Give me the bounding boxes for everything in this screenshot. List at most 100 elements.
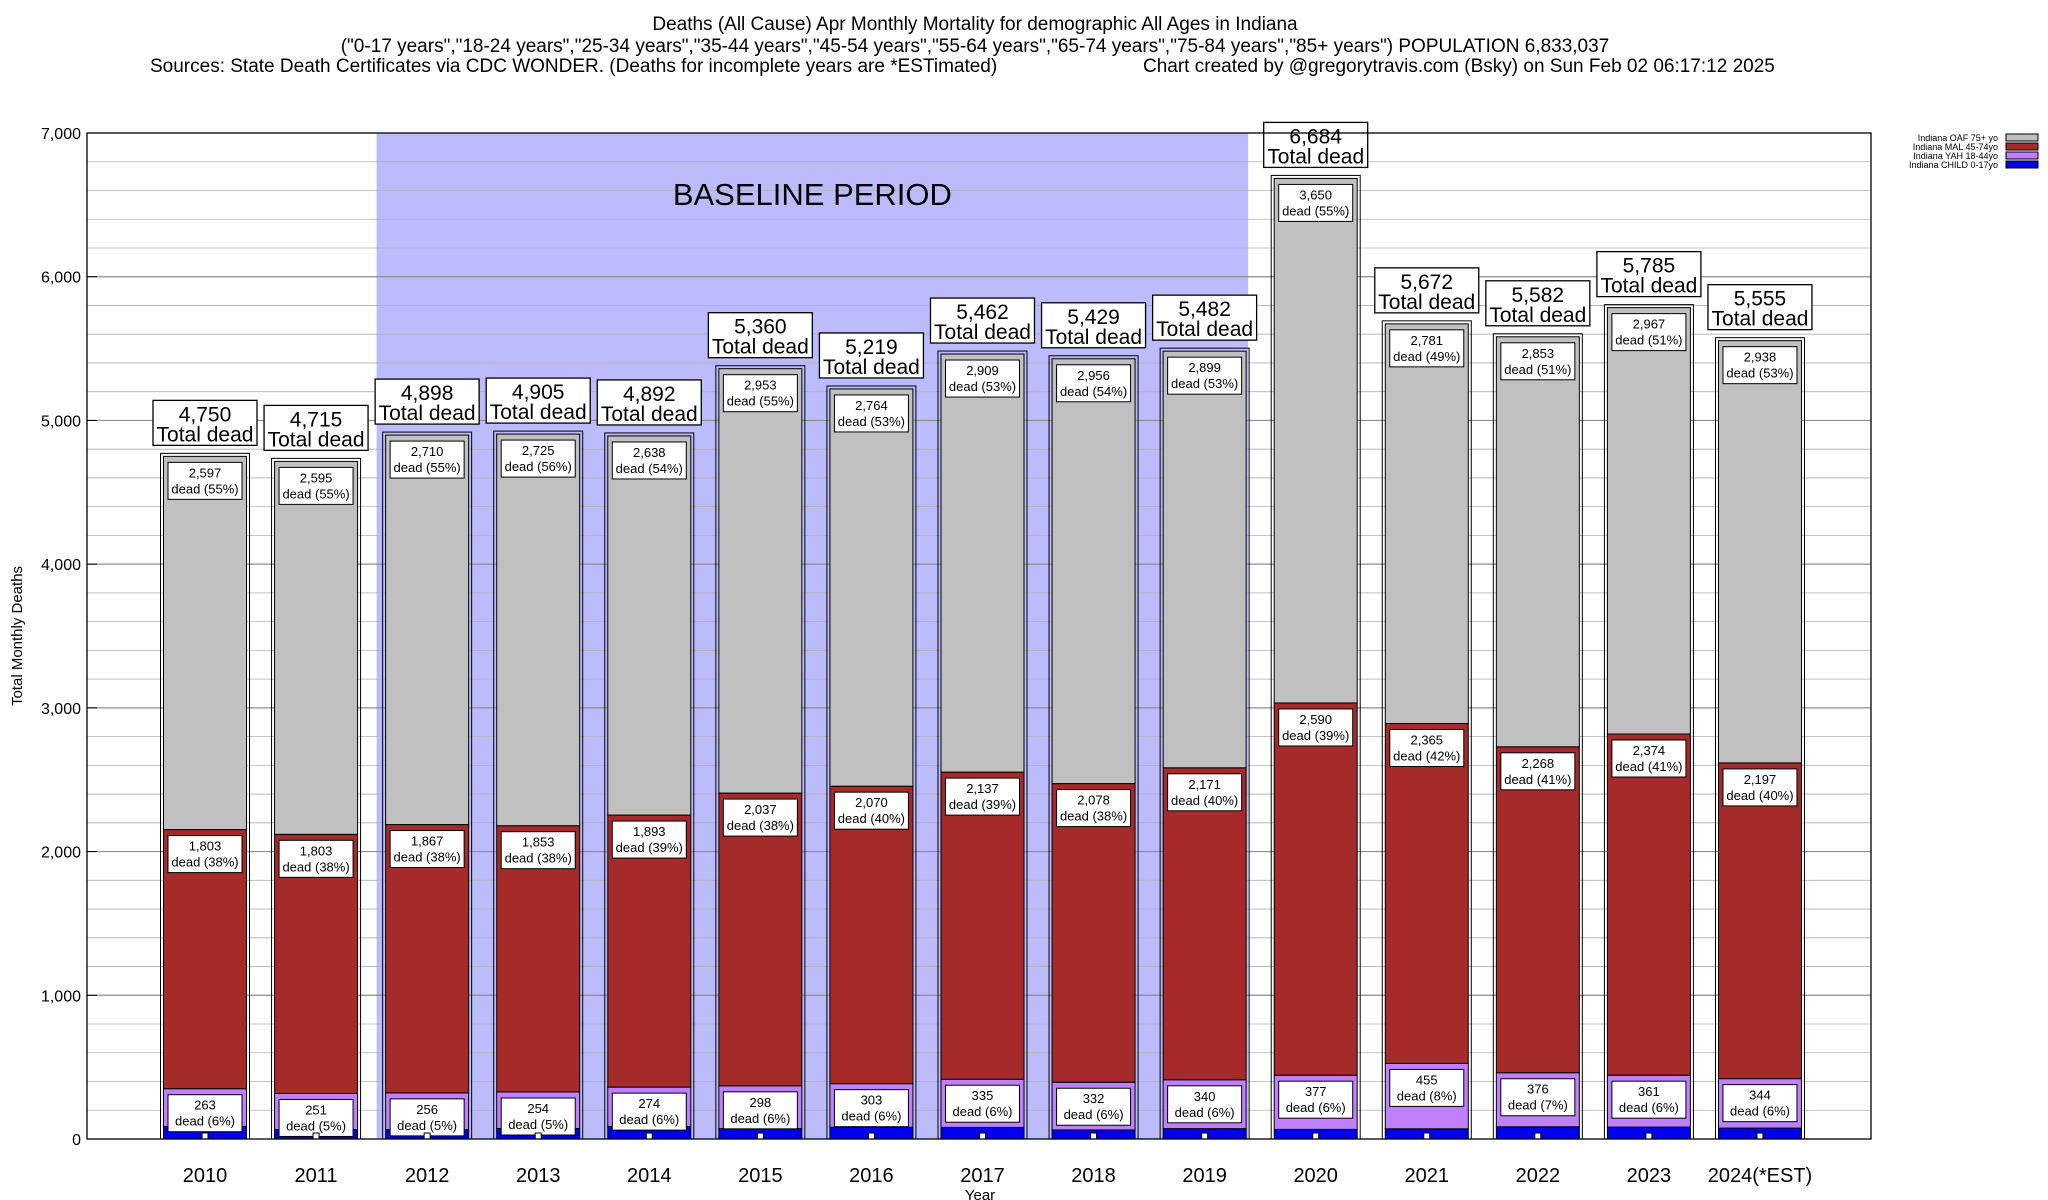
- total-value-label: 4,750: [179, 403, 232, 426]
- segment-value-label: 344: [1749, 1088, 1771, 1103]
- x-tick-label: 2022: [1516, 1165, 1561, 1187]
- total-value-label: 4,892: [623, 383, 676, 406]
- y-tick-label: 1,000: [41, 988, 81, 1005]
- total-value-label: 4,715: [290, 408, 343, 431]
- segment-value-label: 2,597: [189, 465, 222, 480]
- segment-label-box: [167, 461, 243, 500]
- segment-label-box: [389, 440, 465, 479]
- segment-label-box: [833, 1089, 909, 1128]
- segment-label-box: [611, 820, 687, 859]
- segment-share-label: dead (55%): [171, 481, 238, 496]
- segment-value-label: 2,171: [1188, 777, 1221, 792]
- segment-value-label: 2,070: [855, 795, 888, 810]
- segment-share-label: dead (38%): [1060, 809, 1127, 824]
- segment-label-box: [1722, 768, 1798, 807]
- total-caption-label: Total dead: [1600, 275, 1697, 298]
- segment-share-label: dead (6%): [841, 1109, 901, 1124]
- baseline-period-label: BASELINE PERIOD: [673, 177, 952, 212]
- chart-credit: Chart created by @gregorytravis.com (Bsk…: [1143, 56, 1775, 77]
- x-tick-label: 2010: [183, 1165, 228, 1187]
- chart-title: Deaths (All Cause) Apr Monthly Mortality…: [652, 14, 1298, 35]
- segment-label-box: [167, 835, 243, 874]
- segment-label-box: [500, 1097, 576, 1136]
- segment-share-label: dead (53%): [1171, 376, 1238, 391]
- segment-value-label: 2,899: [1188, 360, 1221, 375]
- segment-share-label: dead (5%): [508, 1117, 568, 1132]
- segment-value-label: 376: [1527, 1082, 1549, 1097]
- segment-value-label: 2,725: [522, 443, 555, 458]
- segment-share-label: dead (5%): [397, 1118, 457, 1133]
- segment-share-label: dead (38%): [282, 859, 349, 874]
- segment-label-box: [167, 1094, 243, 1133]
- bar-base-marker: [1756, 1132, 1764, 1140]
- total-caption-label: Total dead: [1378, 291, 1475, 314]
- legend-label: Indiana YAH 18-44yo: [1913, 151, 1998, 161]
- segment-share-label: dead (6%): [730, 1111, 790, 1126]
- segment-share-label: dead (41%): [1615, 759, 1682, 774]
- x-tick-label: 2011: [295, 1165, 338, 1187]
- segment-value-label: 1,853: [522, 835, 555, 850]
- bar-segment: [1717, 340, 1802, 764]
- segment-share-label: dead (54%): [1060, 384, 1127, 399]
- segment-label-box: [278, 466, 354, 505]
- total-value-label: 5,429: [1067, 306, 1120, 329]
- segment-label-box: [1389, 1068, 1465, 1107]
- chart-subtitle: ("0-17 years","18-24 years","25-34 years…: [340, 36, 1610, 57]
- x-tick-label: 2021: [1405, 1165, 1450, 1187]
- total-caption-label: Total dead: [601, 403, 698, 426]
- total-label-box: [1040, 302, 1147, 349]
- x-tick-label: 2023: [1627, 1165, 1672, 1187]
- segment-share-label: dead (55%): [1282, 203, 1349, 218]
- bar-base-marker: [534, 1132, 542, 1140]
- total-value-label: 5,672: [1400, 271, 1453, 294]
- y-tick-label: 5,000: [41, 413, 81, 430]
- segment-label-box: [611, 441, 687, 480]
- total-value-label: 5,482: [1178, 298, 1231, 321]
- bar-base-marker: [1201, 1132, 1209, 1140]
- segment-share-label: dead (39%): [616, 840, 683, 855]
- segment-value-label: 361: [1638, 1084, 1660, 1099]
- bar-base-marker: [1312, 1132, 1320, 1140]
- segment-label-box: [1611, 313, 1687, 352]
- total-label-box: [707, 312, 813, 359]
- total-caption-label: Total dead: [712, 336, 809, 359]
- segment-label-box: [833, 394, 909, 433]
- segment-share-label: dead (40%): [1726, 788, 1793, 803]
- segment-label-box: [1278, 1080, 1354, 1119]
- segment-label-box: [722, 1091, 798, 1130]
- segment-label-box: [944, 1084, 1020, 1123]
- x-axis-label: Year: [965, 1187, 995, 1200]
- segment-value-label: 2,268: [1522, 756, 1555, 771]
- segment-label-box: [1056, 1087, 1132, 1126]
- segment-share-label: dead (54%): [616, 461, 683, 476]
- segment-share-label: dead (55%): [282, 486, 349, 501]
- bar-segment: [1384, 723, 1469, 1064]
- total-caption-label: Total dead: [1267, 145, 1364, 168]
- y-tick-label: 7,000: [41, 126, 81, 143]
- segment-share-label: dead (38%): [727, 818, 794, 833]
- total-label-box: [1707, 284, 1813, 331]
- segment-value-label: 274: [638, 1096, 660, 1111]
- segment-label-box: [1167, 1085, 1243, 1124]
- bar-segment: [829, 388, 914, 787]
- segment-share-label: dead (6%): [1064, 1107, 1124, 1122]
- total-label-box: [374, 378, 480, 425]
- segment-value-label: 377: [1305, 1084, 1327, 1099]
- segment-share-label: dead (55%): [727, 394, 794, 409]
- total-caption-label: Total dead: [1156, 318, 1253, 341]
- total-value-label: 5,360: [734, 316, 787, 339]
- legend-label: Indiana MAL 45-74yo: [1913, 142, 1998, 152]
- bar-segment: [1273, 702, 1358, 1076]
- total-value-label: 6,684: [1289, 125, 1342, 148]
- segment-label-box: [1722, 346, 1798, 385]
- segment-label-box: [611, 1092, 687, 1131]
- total-caption-label: Total dead: [823, 356, 920, 379]
- total-label-box: [596, 379, 702, 426]
- total-value-label: 5,785: [1623, 255, 1676, 278]
- segment-label-box: [500, 439, 576, 478]
- segment-share-label: dead (6%): [619, 1112, 679, 1127]
- x-tick-label: 2020: [1293, 1165, 1338, 1187]
- segment-share-label: dead (38%): [171, 855, 238, 870]
- segment-value-label: 2,956: [1077, 368, 1110, 383]
